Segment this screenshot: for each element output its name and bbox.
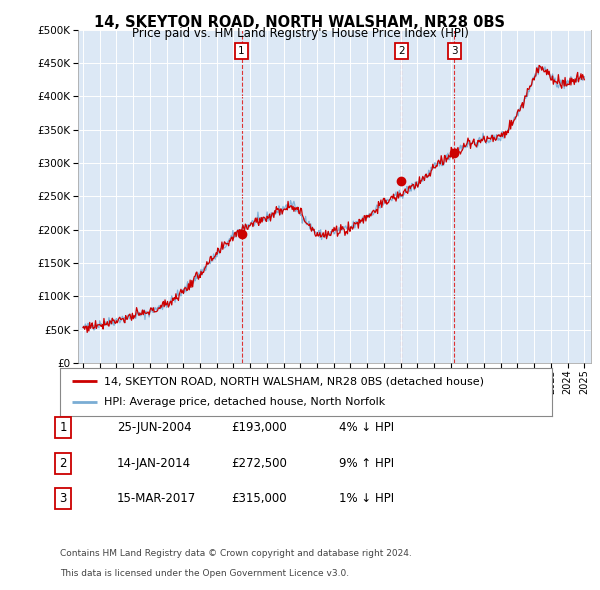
Text: £193,000: £193,000 xyxy=(231,421,287,434)
Text: 2: 2 xyxy=(398,46,404,56)
Text: 14, SKEYTON ROAD, NORTH WALSHAM, NR28 0BS: 14, SKEYTON ROAD, NORTH WALSHAM, NR28 0B… xyxy=(95,15,505,30)
Text: 3: 3 xyxy=(451,46,457,56)
Text: £315,000: £315,000 xyxy=(231,492,287,505)
Text: 3: 3 xyxy=(59,492,67,505)
Text: 1: 1 xyxy=(238,46,245,56)
Text: 1% ↓ HPI: 1% ↓ HPI xyxy=(339,492,394,505)
Text: HPI: Average price, detached house, North Norfolk: HPI: Average price, detached house, Nort… xyxy=(104,398,386,408)
Text: £272,500: £272,500 xyxy=(231,457,287,470)
Text: 1: 1 xyxy=(59,421,67,434)
Text: 9% ↑ HPI: 9% ↑ HPI xyxy=(339,457,394,470)
Text: 14, SKEYTON ROAD, NORTH WALSHAM, NR28 0BS (detached house): 14, SKEYTON ROAD, NORTH WALSHAM, NR28 0B… xyxy=(104,376,484,386)
Text: 15-MAR-2017: 15-MAR-2017 xyxy=(117,492,196,505)
Text: 25-JUN-2004: 25-JUN-2004 xyxy=(117,421,191,434)
Text: 2: 2 xyxy=(59,457,67,470)
Text: 4% ↓ HPI: 4% ↓ HPI xyxy=(339,421,394,434)
Text: This data is licensed under the Open Government Licence v3.0.: This data is licensed under the Open Gov… xyxy=(60,569,349,578)
Text: 14-JAN-2014: 14-JAN-2014 xyxy=(117,457,191,470)
Text: Price paid vs. HM Land Registry's House Price Index (HPI): Price paid vs. HM Land Registry's House … xyxy=(131,27,469,40)
Text: Contains HM Land Registry data © Crown copyright and database right 2024.: Contains HM Land Registry data © Crown c… xyxy=(60,549,412,558)
